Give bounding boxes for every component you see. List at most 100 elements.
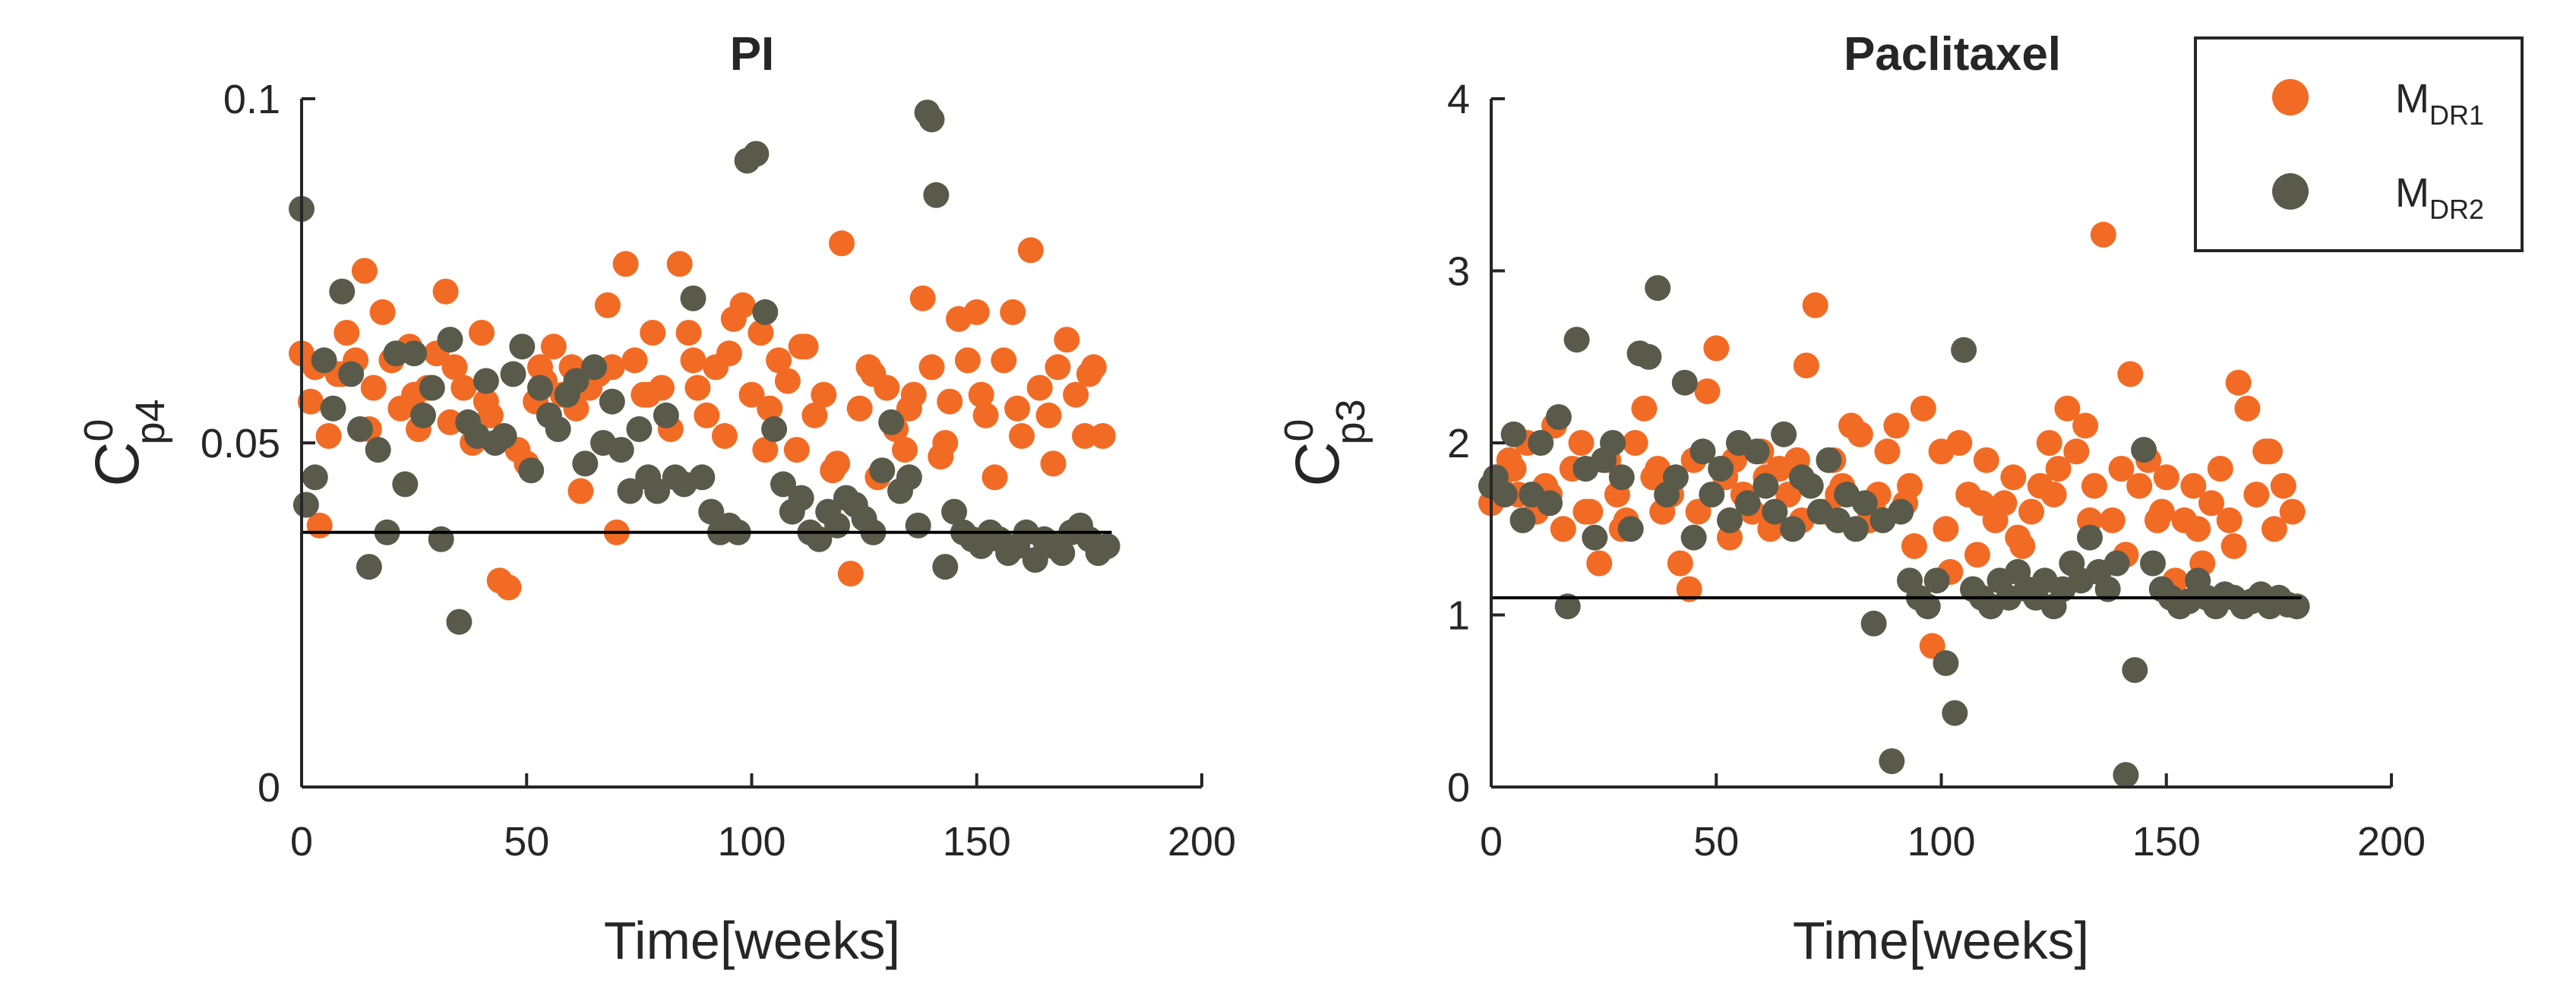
x-tick-label: 200 (2357, 819, 2426, 865)
data-point-mdr2 (1491, 482, 1518, 507)
data-point-mdr1 (1901, 533, 1927, 559)
data-point-mdr1 (621, 347, 648, 374)
data-point-mdr1 (2090, 221, 2116, 248)
data-point-mdr2 (1753, 473, 1779, 499)
data-point-mdr1 (2185, 516, 2211, 542)
data-point-mdr1 (972, 402, 999, 428)
data-point-mdr2 (1951, 337, 1977, 363)
data-point-mdr1 (2198, 490, 2224, 517)
data-point-mdr2 (545, 416, 571, 442)
data-point-mdr1 (432, 278, 459, 305)
data-point-mdr2 (1617, 516, 1644, 542)
data-point-mdr1 (860, 361, 887, 387)
data-point-mdr2 (608, 437, 634, 463)
data-point-mdr1 (846, 395, 873, 422)
data-point-mdr2 (1636, 343, 1662, 370)
data-point-mdr2 (437, 327, 463, 353)
data-point-mdr2 (347, 416, 373, 442)
data-point-mdr2 (824, 512, 851, 539)
data-point-mdr1 (1968, 490, 1995, 517)
data-point-mdr1 (2108, 456, 2135, 482)
data-point-mdr2 (923, 182, 950, 208)
data-point-mdr2 (770, 471, 796, 498)
y-axis-label-base: C (83, 441, 152, 486)
data-point-mdr2 (383, 340, 409, 367)
data-point-mdr2 (1537, 490, 1563, 517)
series-mdr2 (289, 100, 1120, 635)
data-point-mdr1 (2018, 498, 2044, 525)
data-point-mdr2 (918, 106, 945, 133)
data-point-mdr2 (1500, 421, 1527, 447)
data-point-mdr2 (365, 437, 391, 463)
data-point-mdr1 (2117, 361, 2144, 387)
data-point-mdr2 (1680, 524, 1707, 551)
data-point-mdr2 (1879, 748, 1905, 774)
data-point-mdr1 (937, 388, 963, 415)
data-point-mdr1 (829, 230, 855, 257)
data-point-mdr2 (1708, 456, 1734, 482)
data-point-mdr1 (1572, 498, 1599, 525)
data-point-mdr1 (441, 354, 468, 381)
data-point-mdr1 (2148, 498, 2175, 525)
data-point-mdr1 (811, 381, 837, 408)
data-point-mdr2 (878, 409, 905, 435)
data-point-mdr1 (612, 251, 639, 277)
x-ticks: 0 50 100 150 200 (290, 773, 1236, 865)
data-point-mdr1 (1009, 422, 1035, 449)
y-axis-label-sup: 0 (1276, 419, 1322, 441)
x-tick-label: 200 (1168, 819, 1236, 865)
data-point-mdr1 (1063, 381, 1089, 408)
data-point-mdr2 (1797, 473, 1824, 499)
data-point-mdr2 (1554, 593, 1581, 620)
data-point-mdr1 (909, 285, 936, 311)
data-point-mdr2 (1816, 447, 1842, 473)
legend-item-mdr1: MDR1 (2272, 76, 2484, 131)
data-point-mdr2 (581, 354, 608, 381)
data-point-mdr2 (905, 512, 931, 539)
data-point-mdr2 (1762, 498, 1788, 525)
data-point-mdr2 (1094, 533, 1120, 559)
legend-box (2194, 36, 2524, 252)
data-point-mdr1 (2000, 464, 2027, 491)
data-point-mdr2 (1545, 404, 1572, 430)
data-point-mdr2 (338, 361, 365, 387)
data-point-mdr1 (716, 340, 742, 367)
data-point-mdr2 (2077, 524, 2103, 551)
data-point-mdr2 (1734, 490, 1761, 517)
data-point-mdr2 (1528, 430, 1554, 456)
data-point-mdr2 (1942, 700, 1968, 726)
data-point-mdr1 (2081, 473, 2107, 499)
data-point-mdr1 (968, 381, 994, 408)
data-point-mdr1 (963, 299, 990, 325)
data-point-mdr1 (981, 464, 1008, 491)
chart-panel-paclitaxel: Paclitaxel 0 1 2 3 4 0 50 100 150 200 Time[weeks… (1276, 28, 2426, 970)
data-point-mdr1 (729, 292, 756, 318)
data-point-mdr2 (644, 478, 671, 504)
data-point-mdr1 (297, 388, 324, 415)
data-point-mdr1 (567, 478, 594, 504)
data-point-mdr2 (1022, 547, 1048, 573)
data-point-mdr1 (1847, 421, 1873, 447)
data-point-mdr1 (1072, 422, 1098, 449)
data-point-mdr1 (801, 402, 828, 428)
series-mdr2 (1478, 275, 2310, 789)
data-point-mdr1 (2225, 369, 2252, 396)
data-point-mdr2 (1049, 540, 1076, 566)
data-point-mdr1 (1035, 402, 1062, 428)
data-point-mdr1 (1622, 430, 1648, 456)
data-point-mdr2 (2113, 762, 2139, 789)
data-point-mdr2 (500, 361, 526, 387)
data-point-mdr2 (941, 498, 968, 525)
data-point-mdr2 (599, 388, 625, 415)
data-point-mdr1 (1933, 516, 1959, 542)
data-point-mdr1 (757, 395, 783, 422)
data-point-mdr2 (1645, 275, 1671, 302)
data-point-mdr2 (292, 492, 319, 518)
data-point-mdr1 (1964, 542, 1990, 568)
chart-title: PI (730, 28, 775, 81)
y-tick-label: 0.1 (223, 77, 280, 122)
data-point-mdr1 (1076, 361, 1102, 387)
data-point-mdr2 (509, 333, 536, 360)
data-point-mdr1 (1550, 516, 1576, 542)
